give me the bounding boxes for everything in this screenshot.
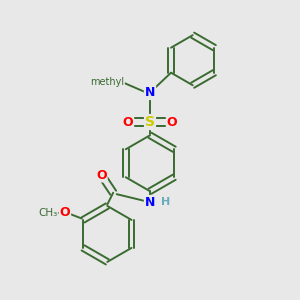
Text: O: O [123, 116, 133, 128]
Text: O: O [59, 206, 70, 219]
Text: N: N [145, 196, 155, 209]
Text: O: O [96, 169, 107, 182]
Text: S: S [145, 115, 155, 129]
Text: N: N [145, 86, 155, 99]
Text: H: H [161, 197, 170, 207]
Text: methyl: methyl [90, 77, 124, 87]
Text: O: O [167, 116, 177, 128]
Text: CH₃: CH₃ [38, 208, 57, 218]
